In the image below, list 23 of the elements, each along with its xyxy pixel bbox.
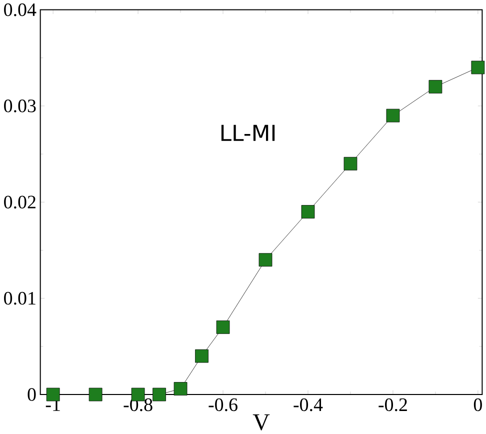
- y-tick-label: 0.02: [4, 196, 36, 209]
- point: [152, 388, 166, 402]
- point: [386, 109, 400, 122]
- point: [344, 157, 358, 170]
- point: [428, 80, 442, 94]
- annotation: LL-MI: [221, 125, 275, 142]
- point: [471, 60, 485, 74]
- x-tick-label: -0.4: [294, 398, 323, 412]
- point: [174, 382, 188, 396]
- y-tick-label: 0.03: [4, 100, 36, 113]
- x-tick-label: 0: [474, 398, 482, 412]
- point: [216, 320, 230, 334]
- y-tick-label: 0.01: [4, 292, 36, 305]
- point: [301, 205, 315, 219]
- y-tick-label: 0.04: [4, 3, 36, 16]
- point: [88, 388, 102, 402]
- point: [195, 349, 208, 363]
- point: [258, 253, 272, 267]
- y-tick-label: 0: [28, 388, 36, 402]
- x-axis-title: V: [252, 414, 270, 431]
- point: [46, 388, 60, 402]
- x-tick-label: -0.6: [208, 398, 238, 412]
- x-tick-label: -0.2: [378, 398, 407, 412]
